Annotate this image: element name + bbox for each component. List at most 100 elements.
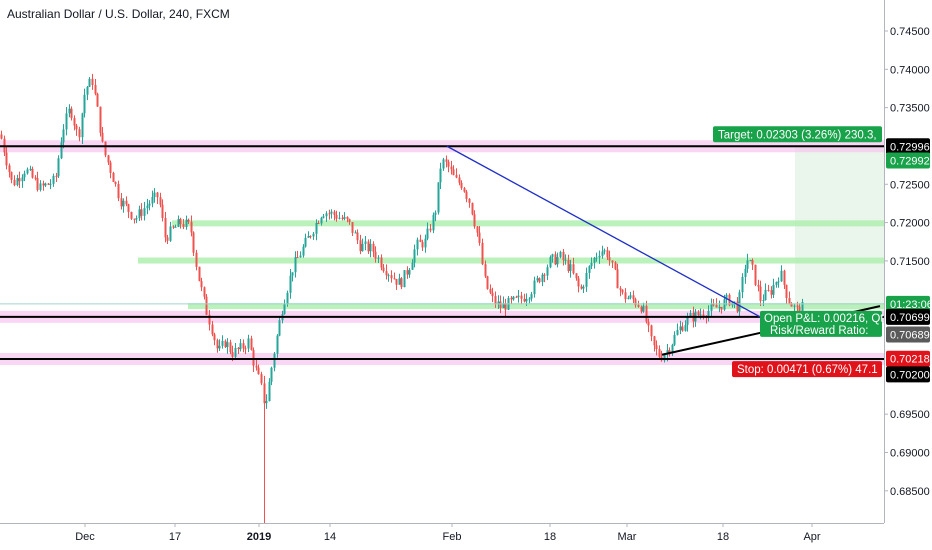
candle-body: [62, 129, 65, 143]
candle-body: [673, 334, 676, 345]
candle-body: [78, 129, 81, 138]
candle-body: [614, 262, 617, 270]
candle-body: [55, 175, 58, 177]
candle-body: [52, 175, 55, 184]
candle-body: [26, 169, 29, 174]
candle-body: [268, 381, 271, 402]
candle-body: [359, 240, 362, 252]
candle-body: [5, 152, 8, 166]
candle-body: [538, 278, 541, 283]
candle-body: [354, 232, 357, 234]
candle-body: [270, 367, 273, 382]
candle-body: [754, 264, 757, 285]
candle-body: [403, 270, 406, 288]
price-tag-box: [886, 326, 930, 343]
candle-body: [530, 294, 533, 299]
candle-body: [744, 268, 747, 277]
price-tag-box: [886, 152, 930, 169]
candle-body: [406, 270, 409, 275]
price-tag-label: 0.70200: [890, 369, 930, 381]
trendline-descending[interactable]: [446, 145, 761, 318]
candle-body: [640, 306, 643, 312]
candle-body: [491, 292, 494, 297]
candle-body: [198, 266, 201, 281]
candle-body: [515, 296, 518, 298]
candle-body: [133, 218, 136, 220]
open-pnl-label: Open P&L: 0.00216, Qt: [764, 313, 884, 325]
candle-body: [242, 343, 245, 349]
candle-body: [497, 301, 500, 304]
candle-body: [273, 353, 276, 368]
candle-body: [289, 275, 292, 293]
candle-body: [606, 250, 609, 258]
position-target-zone: [795, 146, 884, 323]
candle-body: [434, 212, 437, 215]
time-tick-label: 17: [169, 531, 181, 543]
candle-body: [798, 306, 801, 315]
candle-body: [372, 243, 375, 252]
candle-body: [104, 141, 107, 156]
candle-body: [686, 316, 689, 326]
candle-body: [122, 200, 125, 207]
candle-body: [504, 303, 507, 310]
candle-body: [767, 289, 770, 291]
candle-body: [790, 303, 793, 307]
price-tick-label: 0.72500: [890, 179, 930, 191]
candle-body: [265, 401, 268, 404]
candle-body: [172, 226, 175, 228]
candle-body: [18, 178, 21, 182]
target-label-box: [713, 126, 882, 143]
candle-body: [346, 216, 349, 220]
candle-body: [580, 286, 583, 289]
candle-body: [395, 279, 398, 285]
candle-body: [569, 264, 572, 271]
candle-body: [75, 125, 78, 130]
price-tick-label: 0.69500: [890, 409, 930, 421]
candle-body: [634, 299, 637, 306]
candle-body: [621, 289, 624, 293]
candle-body: [125, 200, 128, 205]
candle-body: [650, 325, 653, 337]
candle-body: [445, 159, 448, 162]
candle-body: [195, 252, 198, 267]
candle-body: [608, 257, 611, 261]
candle-body: [216, 340, 219, 349]
candle-body: [577, 278, 580, 287]
candle-body: [166, 237, 169, 241]
candle-body: [34, 177, 37, 179]
candle-body: [143, 208, 146, 216]
candle-body: [725, 294, 728, 300]
candle-body: [94, 85, 97, 94]
green-zone-3: [188, 303, 884, 310]
candle-body: [101, 132, 104, 142]
candle-body: [447, 161, 450, 167]
candle-body: [252, 349, 255, 366]
candle-body: [572, 264, 575, 274]
candle-body: [153, 192, 156, 197]
candle-body: [788, 298, 791, 304]
candle-body: [117, 183, 120, 199]
candle-body: [70, 108, 73, 119]
candle-body: [343, 216, 346, 219]
candle-body: [276, 335, 279, 354]
candle-body: [322, 216, 325, 218]
price-tick-label: 0.72000: [890, 218, 930, 230]
candle-body: [208, 314, 211, 325]
candle-body: [156, 192, 159, 198]
candle-body: [419, 239, 422, 243]
candle-body: [21, 177, 24, 182]
candle-body: [780, 270, 783, 282]
candle-body: [759, 286, 762, 301]
candle-body: [575, 273, 578, 279]
candle-body: [203, 287, 206, 297]
candle-body: [439, 168, 442, 183]
candle-body: [796, 305, 799, 307]
candle-body: [278, 320, 281, 336]
candle-body: [801, 302, 804, 315]
candle-body: [257, 367, 260, 375]
candle-body: [302, 246, 305, 256]
candle-body: [47, 183, 50, 185]
candle-body: [689, 312, 692, 317]
candle-body: [525, 298, 528, 302]
